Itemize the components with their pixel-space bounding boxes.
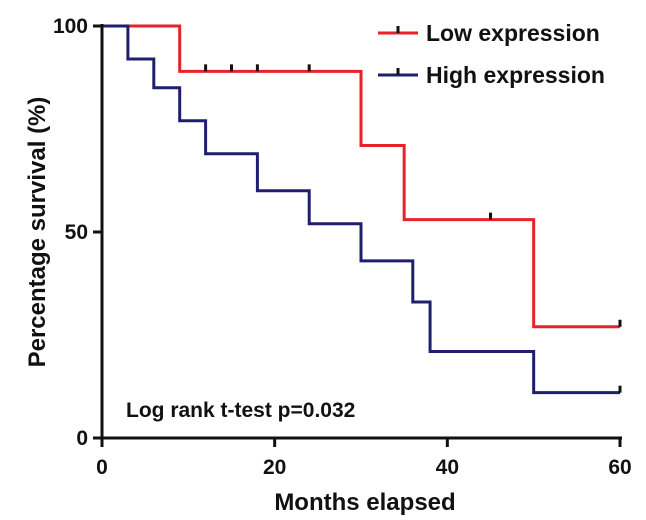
x-tick-label: 0	[96, 456, 108, 479]
legend: Low expression High expression	[378, 20, 605, 88]
y-tick-label: 50	[65, 221, 88, 244]
series-line-high-expression	[102, 24, 620, 395]
legend-label-low-expression: Low expression	[426, 20, 600, 46]
y-tick-label: 0	[76, 427, 88, 450]
legend-label-high-expression: High expression	[426, 62, 605, 88]
x-axis-title: Months elapsed	[274, 489, 455, 516]
x-tick-label: 40	[436, 456, 459, 479]
x-tick-label: 20	[263, 456, 286, 479]
series-line-low-expression	[102, 24, 620, 329]
annotation-log-rank: Log rank t-test p=0.032	[126, 399, 355, 422]
y-axis-title: Percentage survival (%)	[24, 97, 51, 368]
y-tick-label: 100	[53, 15, 88, 38]
x-tick-label: 60	[608, 456, 631, 479]
axes: 0 20 40 60 0 50 100	[53, 15, 632, 479]
plot-area	[102, 24, 622, 395]
